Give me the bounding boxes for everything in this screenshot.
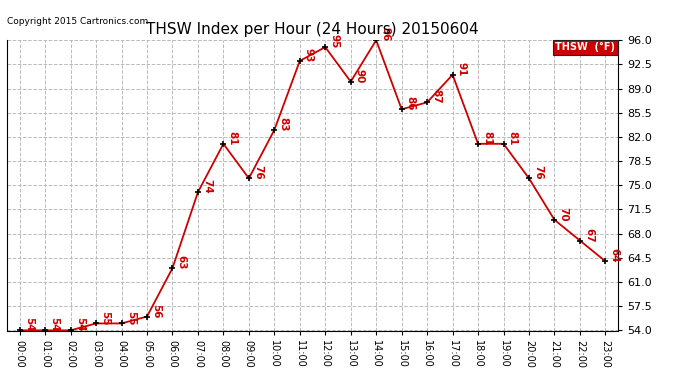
Text: 54: 54 (75, 318, 85, 332)
Text: 64: 64 (609, 248, 620, 263)
Text: 90: 90 (355, 69, 365, 83)
Text: 87: 87 (431, 90, 442, 104)
Text: 81: 81 (228, 131, 237, 146)
Text: 55: 55 (100, 310, 110, 325)
Text: 56: 56 (151, 304, 161, 318)
Text: 76: 76 (533, 165, 543, 180)
Text: 67: 67 (584, 228, 594, 242)
Text: 93: 93 (304, 48, 314, 63)
Text: 76: 76 (253, 165, 263, 180)
Text: 74: 74 (202, 179, 212, 194)
Text: 83: 83 (279, 117, 288, 132)
Text: 70: 70 (559, 207, 569, 222)
Text: 54: 54 (49, 318, 59, 332)
Title: THSW Index per Hour (24 Hours) 20150604: THSW Index per Hour (24 Hours) 20150604 (146, 22, 479, 37)
Text: 63: 63 (177, 255, 186, 270)
Text: 95: 95 (329, 34, 339, 49)
Text: 81: 81 (482, 131, 492, 146)
Text: 91: 91 (457, 62, 466, 76)
Text: THSW  (°F): THSW (°F) (555, 42, 615, 52)
Text: 81: 81 (508, 131, 518, 146)
Text: 55: 55 (126, 310, 136, 325)
Text: 96: 96 (380, 27, 391, 42)
Text: Copyright 2015 Cartronics.com: Copyright 2015 Cartronics.com (7, 17, 148, 26)
Text: 86: 86 (406, 96, 416, 111)
Text: 54: 54 (24, 318, 34, 332)
